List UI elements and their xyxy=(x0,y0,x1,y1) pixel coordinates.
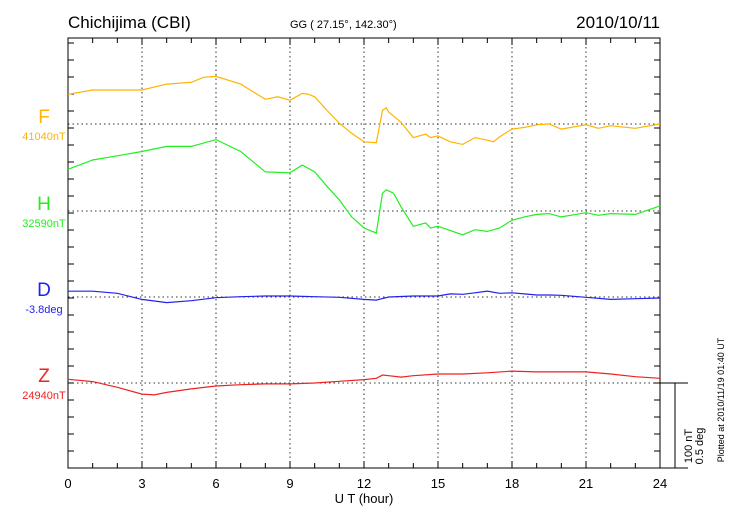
series-d-line xyxy=(68,290,661,304)
series-labels: F 41040nT H 32590nT D -3.8deg Z 24940nT xyxy=(22,107,66,402)
station-title: Chichijima (CBI) xyxy=(68,13,191,32)
scale-deg-label: 0.5 deg xyxy=(694,428,706,465)
x-tick-label: 3 xyxy=(138,476,145,491)
series-d-name: D xyxy=(37,280,51,301)
grid xyxy=(68,38,660,468)
series-f-baseline: 41040nT xyxy=(22,131,66,143)
x-tick-label: 15 xyxy=(431,476,445,491)
plotted-at-label: Plotted at 2010/11/19 01:40 UT xyxy=(716,337,726,462)
x-tick-label: 0 xyxy=(64,476,71,491)
x-tick-label: 21 xyxy=(579,476,593,491)
x-tick-label: 12 xyxy=(357,476,371,491)
scale-nt-label: 100 nT xyxy=(683,429,695,464)
x-tick-label: 9 xyxy=(286,476,293,491)
series-d-baseline: -3.8deg xyxy=(25,304,62,316)
x-tick-label: 6 xyxy=(212,476,219,491)
series-h-baseline: 32590nT xyxy=(22,218,66,230)
series-f-name: F xyxy=(38,107,50,128)
series-z-name: Z xyxy=(38,366,50,387)
x-tick-label: 18 xyxy=(505,476,519,491)
coordinates-label: GG ( 27.15°, 142.30°) xyxy=(290,19,397,31)
series-f-line xyxy=(67,75,661,146)
x-axis-label: U T (hour) xyxy=(335,491,394,506)
date-label: 2010/10/11 xyxy=(576,13,660,32)
series-group xyxy=(67,75,661,396)
axes xyxy=(67,37,661,469)
x-tick-label: 24 xyxy=(653,476,667,491)
series-z-baseline: 24940nT xyxy=(22,390,66,402)
scale-bar: 100 nT 0.5 deg xyxy=(660,382,706,469)
series-h-name: H xyxy=(37,194,51,215)
x-tick-labels: 0 3 6 9 12 15 18 21 24 xyxy=(64,476,667,491)
series-z-line xyxy=(67,370,661,396)
series-h-line xyxy=(67,138,661,236)
